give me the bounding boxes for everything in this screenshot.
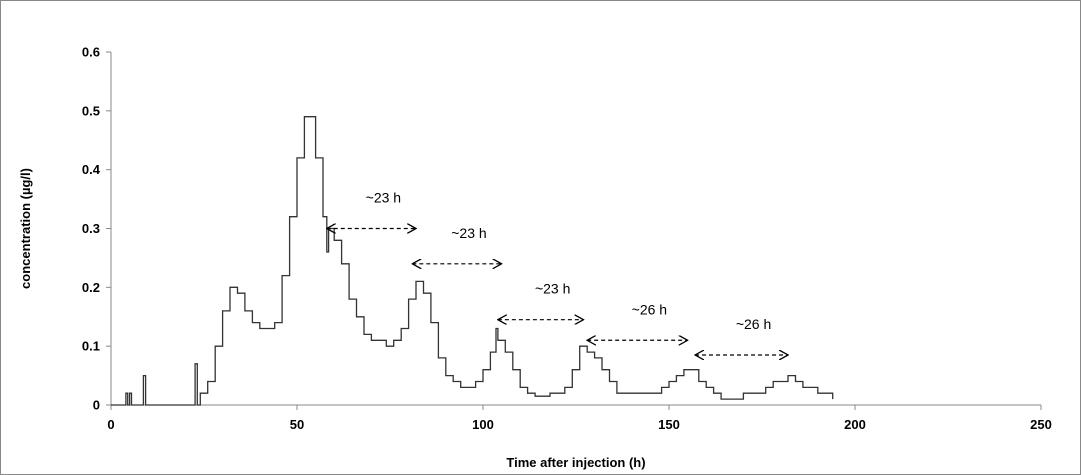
x-ticks: 0 50 100 150 200 250 (107, 405, 1052, 432)
y-axis-label: concentration (µg/l) (18, 168, 33, 289)
y-tick-label: 0 (93, 398, 100, 413)
y-tick-label: 0.1 (82, 339, 100, 354)
y-tick-label: 0.6 (82, 45, 100, 60)
series-layer (111, 116, 834, 406)
y-tick-label: 0.5 (82, 103, 100, 118)
x-tick-label: 200 (844, 417, 866, 432)
axes (110, 52, 1041, 406)
x-tick-label: 50 (290, 417, 304, 432)
y-tick-label: 0.2 (82, 280, 100, 295)
period-label: ~26 h (736, 316, 771, 332)
x-tick-label: 0 (107, 417, 114, 432)
x-tick-label: 100 (472, 417, 494, 432)
x-tick-label: 250 (1030, 417, 1052, 432)
x-tick-label: 150 (658, 417, 680, 432)
y-ticks: 0 0.1 0.2 0.3 0.4 0.5 0.6 (82, 45, 111, 413)
period-label: ~23 h (451, 225, 486, 241)
annotations-layer: ~23 h ~23 h ~23 h ~26 h ~26 h (327, 190, 788, 355)
series-line (111, 116, 834, 406)
period-label: ~23 h (535, 281, 570, 297)
x-axis-label: Time after injection (h) (506, 455, 645, 470)
period-label: ~23 h (366, 190, 401, 206)
period-label: ~26 h (632, 301, 667, 317)
y-tick-label: 0.3 (82, 221, 100, 236)
y-tick-label: 0.4 (82, 162, 101, 177)
